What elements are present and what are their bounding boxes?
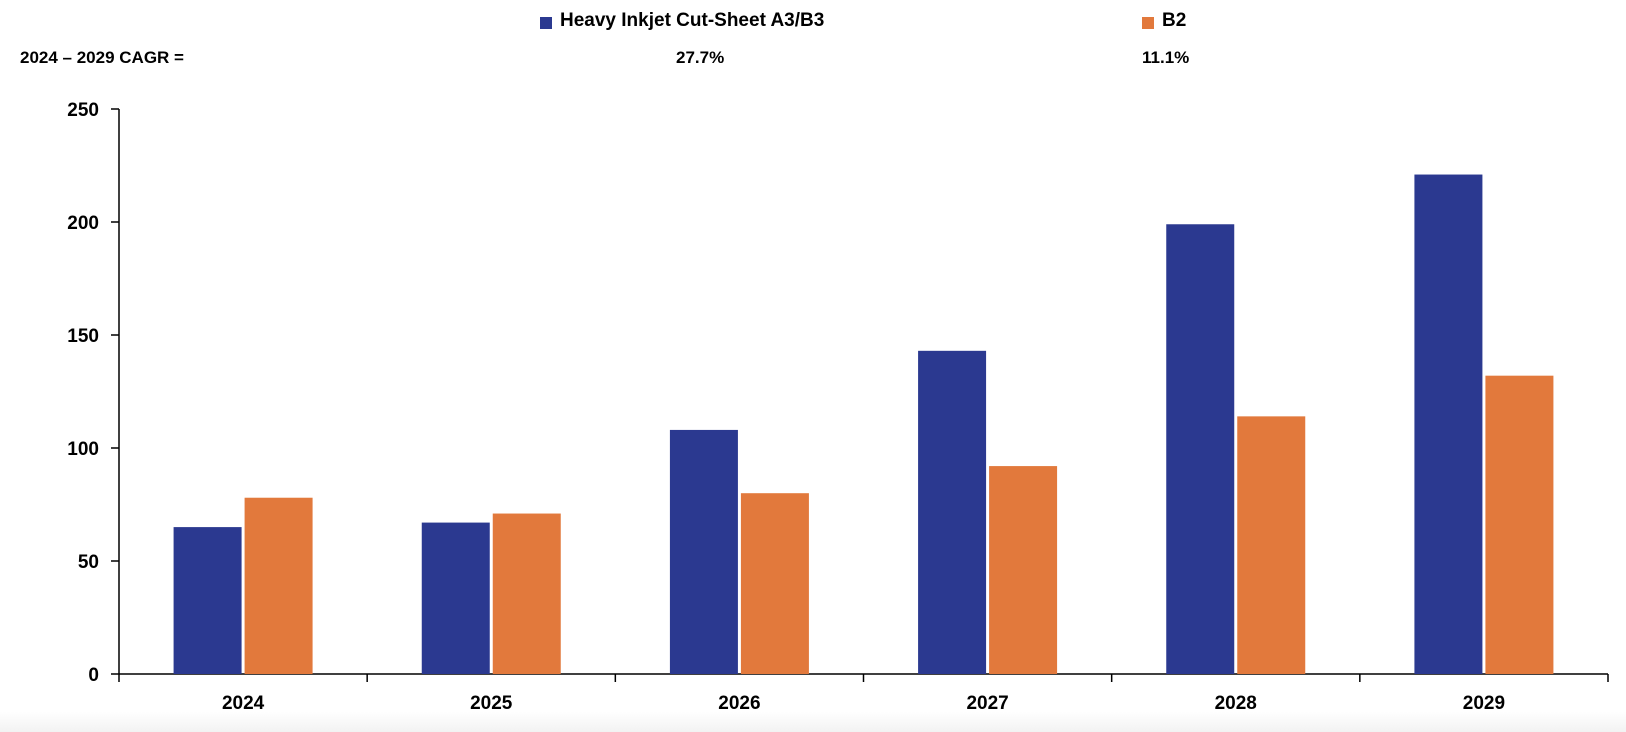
bar-heavy-inkjet-2027 bbox=[918, 350, 987, 674]
x-tick-label: 2029 bbox=[1463, 693, 1505, 714]
bottom-edge-shade bbox=[0, 712, 1626, 732]
bar-b2-2028 bbox=[1237, 416, 1306, 674]
y-tick-label: 100 bbox=[67, 439, 99, 460]
legend-label-b2: B2 bbox=[1162, 10, 1187, 31]
bar-b2-2024 bbox=[244, 497, 313, 674]
y-tick-label: 150 bbox=[67, 326, 99, 347]
bar-heavy-inkjet-2025 bbox=[421, 522, 490, 674]
bar-b2-2027 bbox=[989, 466, 1058, 674]
cagr-value-heavy-inkjet: 27.7% bbox=[676, 48, 725, 67]
x-tick-label: 2024 bbox=[222, 693, 265, 714]
bar-heavy-inkjet-2024 bbox=[173, 527, 242, 674]
bar-b2-2026 bbox=[740, 493, 809, 674]
legend-swatches bbox=[540, 17, 1154, 29]
plot-area: 0 50 100 150 200 250 2024 2025 2026 2027 2028 2029 bbox=[67, 100, 1609, 714]
x-tick-label: 2026 bbox=[718, 693, 760, 714]
x-tick-label: 2025 bbox=[470, 693, 513, 714]
bar-heavy-inkjet-2028 bbox=[1166, 224, 1235, 674]
y-tick-label: 50 bbox=[78, 552, 99, 573]
x-tick-label: 2027 bbox=[966, 693, 1008, 714]
y-tick-label: 200 bbox=[67, 213, 99, 234]
bar-b2-2025 bbox=[492, 513, 561, 674]
legend-label-heavy-inkjet: Heavy Inkjet Cut-Sheet A3/B3 bbox=[560, 10, 825, 31]
bar-heavy-inkjet-2029 bbox=[1414, 174, 1483, 675]
cagr-label: 2024 – 2029 CAGR = bbox=[20, 48, 184, 67]
y-tick-label: 0 bbox=[88, 665, 99, 686]
legend-swatch-heavy-inkjet bbox=[540, 17, 552, 29]
bar-heavy-inkjet-2026 bbox=[669, 429, 738, 674]
y-tick-label: 250 bbox=[67, 100, 99, 121]
bar-b2-2029 bbox=[1485, 375, 1554, 674]
x-tick-label: 2028 bbox=[1215, 693, 1257, 714]
cagr-value-b2: 11.1% bbox=[1142, 48, 1190, 67]
legend-swatch-b2 bbox=[1142, 17, 1154, 29]
